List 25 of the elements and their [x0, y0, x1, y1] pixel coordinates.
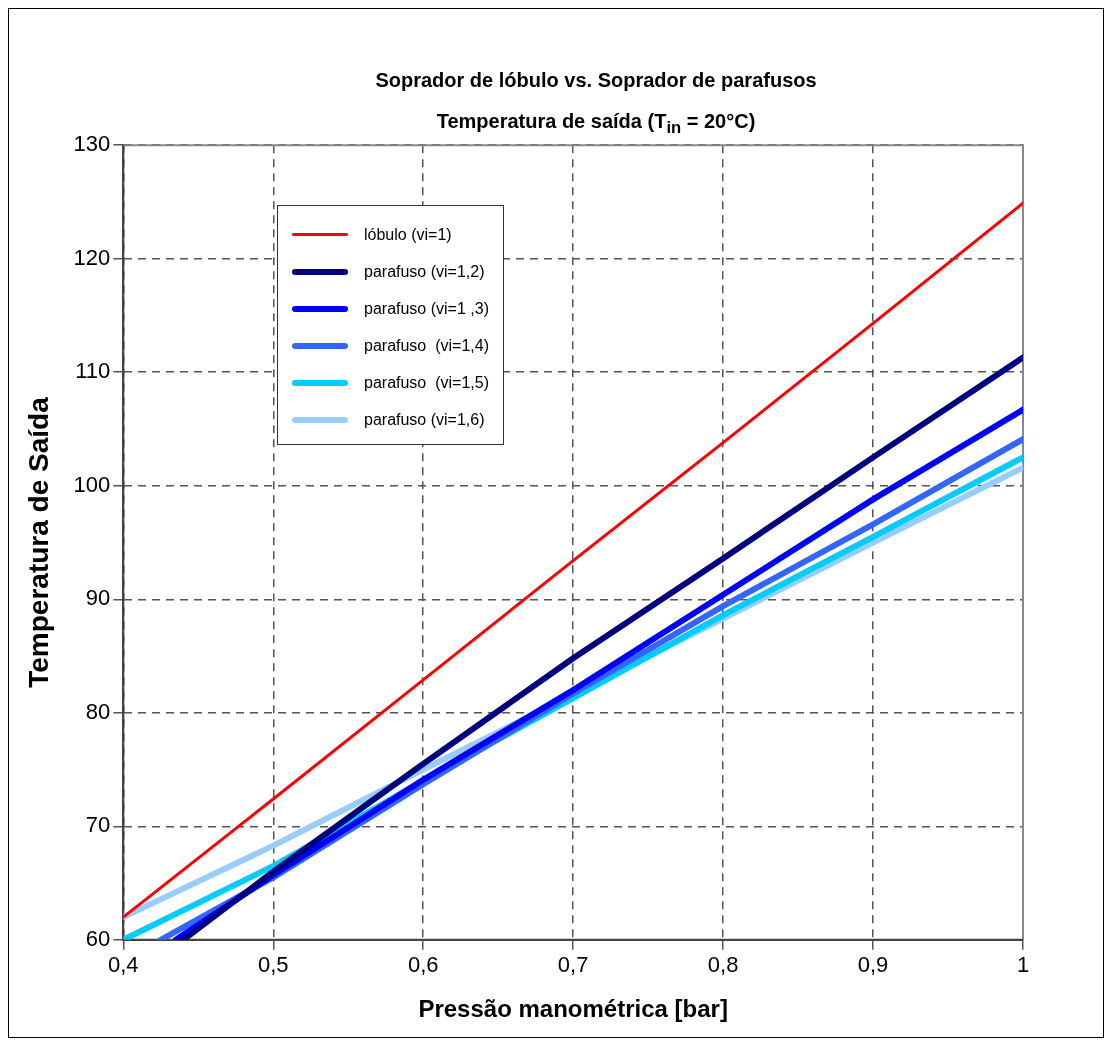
y-tick-label: 130 [73, 131, 111, 157]
x-tick-label: 0,9 [857, 952, 889, 978]
x-tick-label: 0,6 [407, 952, 439, 978]
legend-label: parafuso (vi=1,6) [364, 410, 485, 429]
y-tick-label: 120 [73, 244, 111, 270]
x-tick-label: 0,8 [707, 952, 739, 978]
chart-subtitle: Temperatura de saída (T$_{in}$ = 20°C) [435, 110, 757, 138]
y-axis-title: Temperatura de Saída [22, 396, 54, 688]
y-tick-label: 90 [85, 585, 111, 611]
x-tick-label: 0,4 [108, 952, 139, 978]
x-tick-label: 1 [1016, 952, 1030, 978]
y-tick-label: 60 [85, 925, 111, 951]
x-tick-label: 0,5 [257, 952, 289, 978]
y-tick-label: 110 [75, 358, 111, 384]
y-tick-label: 70 [85, 812, 111, 838]
y-tick-label: 100 [73, 471, 111, 497]
x-axis-title: Pressão manométrica [bar] [418, 995, 728, 1023]
legend-label: parafuso (vi=1,4) [364, 336, 489, 355]
legend-label: parafuso (vi=1 ,3) [364, 299, 489, 318]
legend-label: parafuso (vi=1,2) [364, 262, 485, 281]
legend-label: lóbulo (vi=1) [364, 225, 452, 244]
legend-label: parafuso (vi=1,5) [364, 373, 489, 392]
x-tick-label: 0,7 [557, 952, 589, 978]
y-tick-label: 80 [85, 698, 111, 724]
chart-title: Soprador de lóbulo vs. Soprador de parafusos [374, 69, 818, 92]
